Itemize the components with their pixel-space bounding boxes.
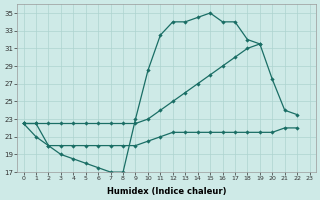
X-axis label: Humidex (Indice chaleur): Humidex (Indice chaleur)	[107, 187, 226, 196]
